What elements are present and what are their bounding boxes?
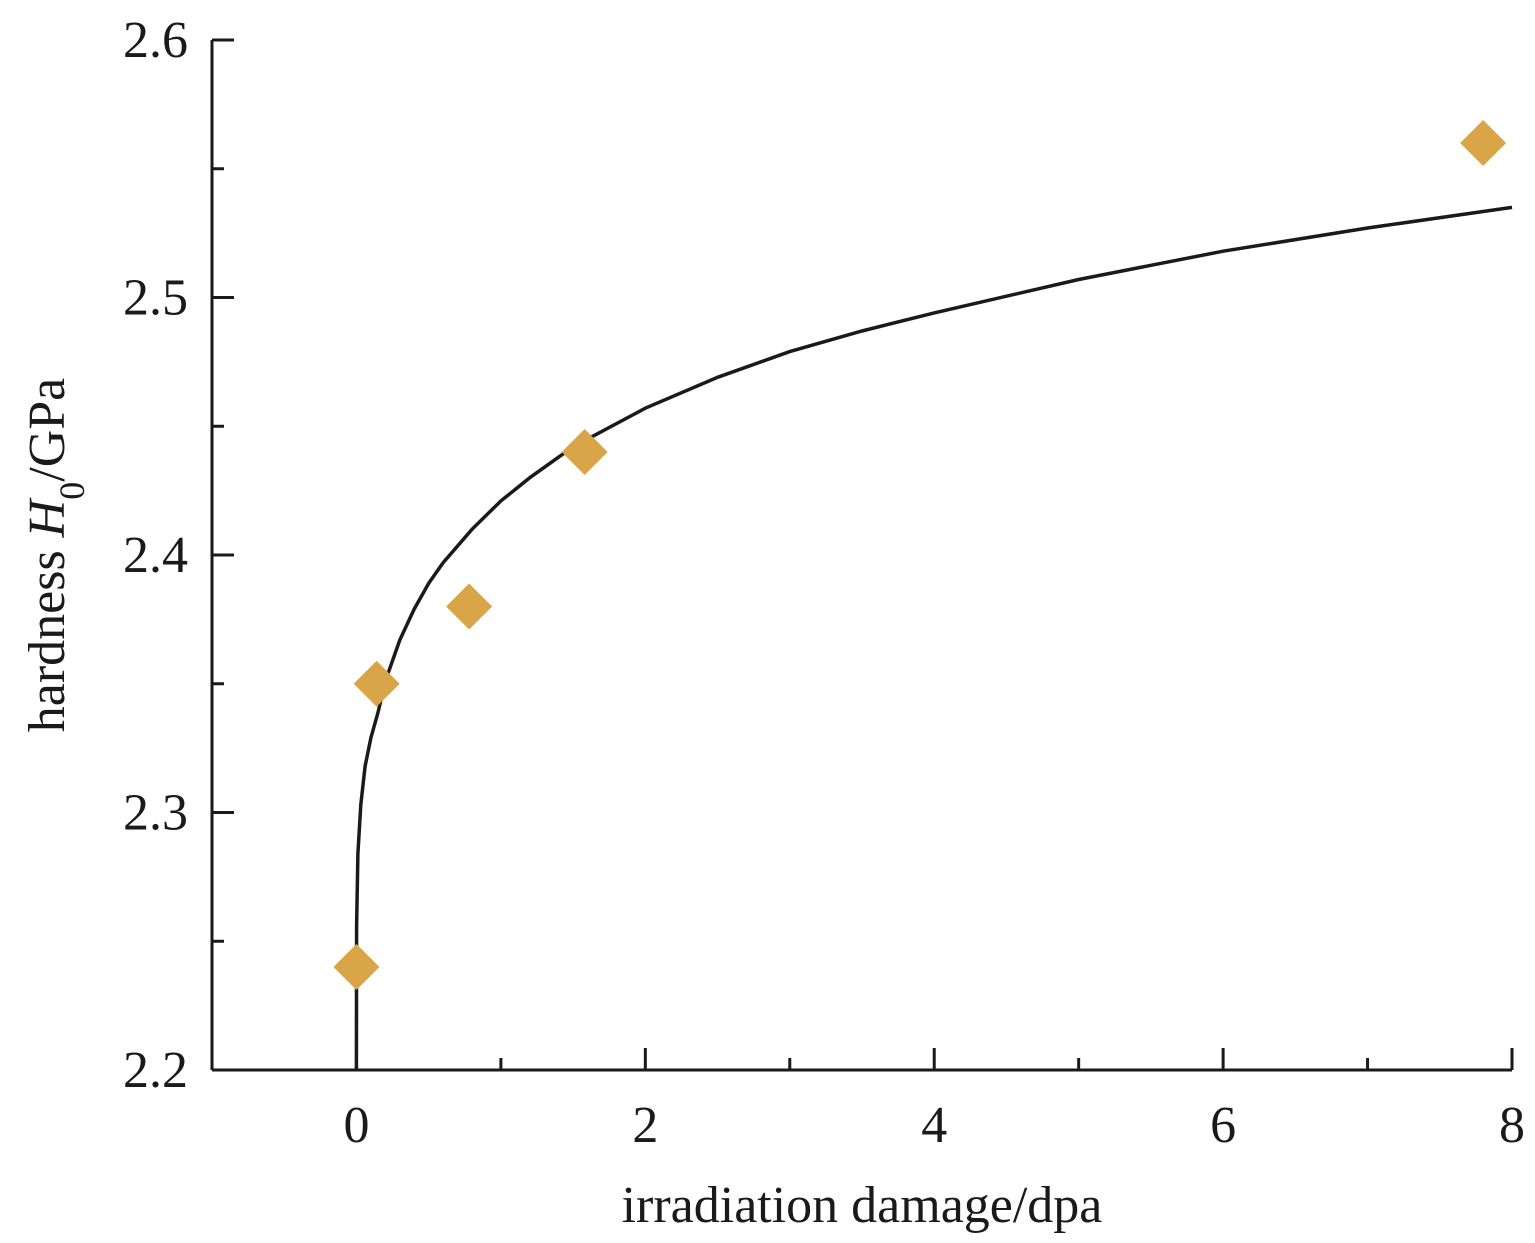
x-tick-label: 4	[921, 1097, 947, 1154]
y-axis-title-suffix: /GPa	[19, 378, 76, 482]
data-point-diamond	[561, 429, 608, 475]
y-axis-title-symbol: H	[19, 497, 76, 538]
x-axis-title: irradiation damage/dpa	[622, 1177, 1103, 1234]
y-tick-label: 2.4	[123, 527, 188, 584]
y-axis-ticks: 2.2 2.3 2.4 2.5 2.6	[123, 12, 234, 1099]
data-point-diamond	[333, 944, 380, 990]
y-tick-label: 2.2	[123, 1042, 188, 1099]
data-point-diamond	[1460, 120, 1507, 166]
plot-area: 2.2 2.3 2.4 2.5 2.6 0 2 4 6 8	[123, 12, 1525, 1154]
series-layer	[333, 120, 1513, 1071]
y-axis-title: hardness H0/GPa	[19, 378, 92, 733]
y-axis-title-prefix: hardness	[19, 537, 76, 732]
y-tick-label: 2.3	[123, 785, 188, 842]
x-tick-label: 0	[343, 1097, 369, 1154]
data-point-diamond	[353, 660, 400, 707]
y-axis-title-subscript: 0	[52, 482, 92, 500]
x-tick-label: 8	[1499, 1097, 1525, 1154]
x-axis-ticks: 0 2 4 6 8	[343, 1048, 1525, 1154]
x-tick-label: 6	[1210, 1097, 1236, 1154]
data-point-diamond	[446, 583, 493, 630]
fit-curve-line	[354, 205, 1513, 1071]
y-tick-label: 2.5	[123, 270, 188, 327]
y-tick-label: 2.6	[123, 12, 188, 69]
x-tick-label: 2	[632, 1097, 658, 1154]
